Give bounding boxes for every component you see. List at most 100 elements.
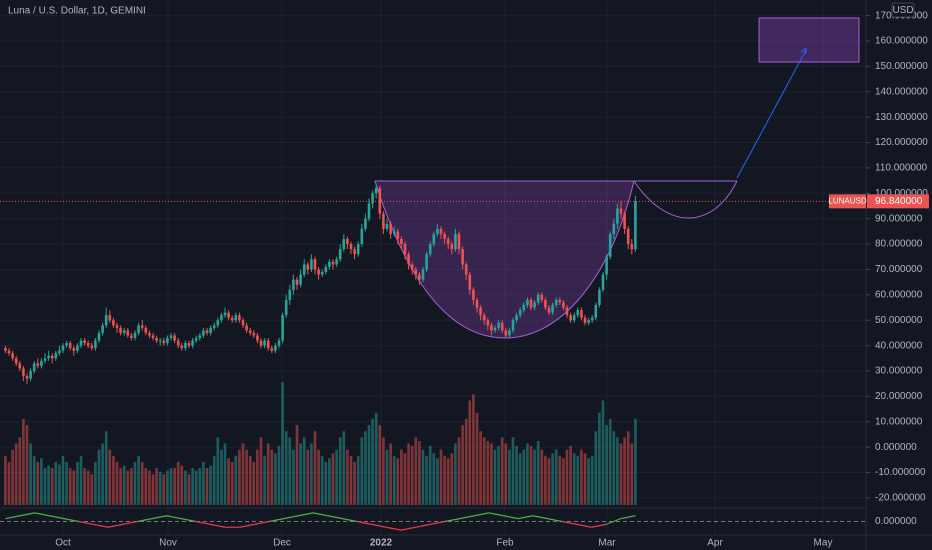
candle-body — [493, 327, 497, 331]
volume-bar — [331, 453, 335, 505]
candle-body — [497, 322, 500, 328]
candle-body — [299, 274, 302, 285]
candle-body — [162, 340, 166, 344]
candle-body — [184, 343, 187, 349]
volume-bar — [14, 443, 18, 505]
candle-body — [407, 254, 410, 265]
volume-bar — [68, 468, 72, 505]
candle-body — [155, 338, 158, 341]
volume-bar — [133, 461, 137, 505]
candle-body — [562, 302, 565, 308]
volume-bar — [36, 461, 40, 505]
candle-body — [335, 259, 338, 265]
chart-title: Luna / U.S. Dollar, 1D, GEMINI — [8, 6, 146, 17]
price-label: 96.840000 — [875, 196, 923, 207]
symbol-box — [829, 194, 866, 209]
candle-body — [425, 254, 428, 270]
volume-bar — [238, 449, 241, 505]
candle-body — [40, 360, 43, 366]
x-tick-label: Oct — [55, 538, 71, 549]
volume-bar — [601, 400, 605, 505]
volume-bar — [266, 443, 270, 505]
y-tick-label: 50.000000 — [875, 315, 923, 326]
currency: USD — [892, 5, 913, 16]
volume-bar — [32, 455, 36, 505]
candle-body — [482, 315, 486, 321]
volume-bar — [634, 418, 637, 505]
volume-bar — [43, 468, 47, 505]
candle-body — [94, 340, 97, 349]
volume-bar — [410, 445, 414, 505]
candle-body — [259, 340, 263, 346]
volume-bar — [612, 431, 616, 505]
osc-segment — [474, 512, 490, 517]
volume-bar — [446, 458, 450, 505]
osc-segment — [181, 518, 196, 523]
volume-bar — [112, 455, 115, 505]
y-tick-label: 100.000000 — [875, 188, 928, 199]
osc-segment — [210, 523, 226, 528]
candle-body — [569, 315, 572, 321]
volume-bar — [342, 431, 346, 505]
volume-bar — [436, 458, 439, 505]
volume-bar — [522, 449, 526, 505]
osc-segment — [547, 518, 563, 523]
x-tick-label: Feb — [496, 538, 514, 549]
osc-segment — [605, 518, 621, 525]
volume-bar — [540, 449, 544, 505]
volume-bar — [122, 465, 126, 505]
osc-segment — [488, 512, 504, 517]
volume-bar — [421, 449, 425, 505]
volume-bar — [598, 412, 601, 505]
volume-bar — [490, 443, 493, 505]
candle-body — [464, 264, 468, 275]
y-tick-label: 120.000000 — [875, 137, 928, 148]
candle-body — [414, 269, 418, 275]
volume-bar — [590, 455, 594, 505]
candle-body — [472, 289, 475, 300]
volume-bar — [414, 437, 418, 505]
volume-bar — [76, 461, 79, 505]
volume-bar — [248, 455, 252, 505]
osc-segment — [63, 518, 79, 523]
volume-bar — [515, 445, 518, 505]
volume-bar — [288, 437, 292, 505]
candle-body — [58, 350, 61, 354]
candle-body — [439, 228, 443, 234]
candle-body — [594, 305, 598, 318]
candle-body — [256, 335, 259, 341]
volume-bar — [583, 453, 587, 505]
volume-bar — [65, 461, 68, 505]
y-tick-label: 20.000000 — [875, 391, 923, 402]
candle-body — [374, 188, 378, 194]
candle-layer — [4, 183, 637, 384]
volume-bar — [97, 449, 101, 505]
volume-bar — [151, 474, 155, 505]
candle-body — [130, 335, 133, 338]
volume-bar — [428, 445, 432, 505]
candle-body — [601, 274, 605, 290]
candle-body — [180, 345, 184, 349]
candle-body — [418, 274, 421, 280]
volume-bar — [83, 468, 86, 505]
candle-body — [166, 338, 169, 344]
candle-body — [634, 201, 637, 250]
volume-bar — [281, 382, 284, 505]
candle-body — [515, 315, 518, 321]
candle-body — [230, 317, 234, 321]
volume-bar — [482, 437, 486, 505]
osc-segment — [5, 515, 21, 520]
candle-body — [104, 315, 108, 326]
volume-bar — [202, 461, 205, 505]
candle-body — [7, 350, 11, 354]
volume-bar — [108, 449, 112, 505]
osc-segment — [122, 520, 138, 525]
x-tick-label: Apr — [707, 538, 723, 549]
x-tick-label: Mar — [598, 538, 616, 549]
volume-bar — [119, 468, 122, 505]
candle-body — [486, 320, 490, 326]
volume-bar — [299, 443, 302, 505]
volume-bar — [137, 455, 140, 505]
candle-body — [126, 330, 130, 336]
